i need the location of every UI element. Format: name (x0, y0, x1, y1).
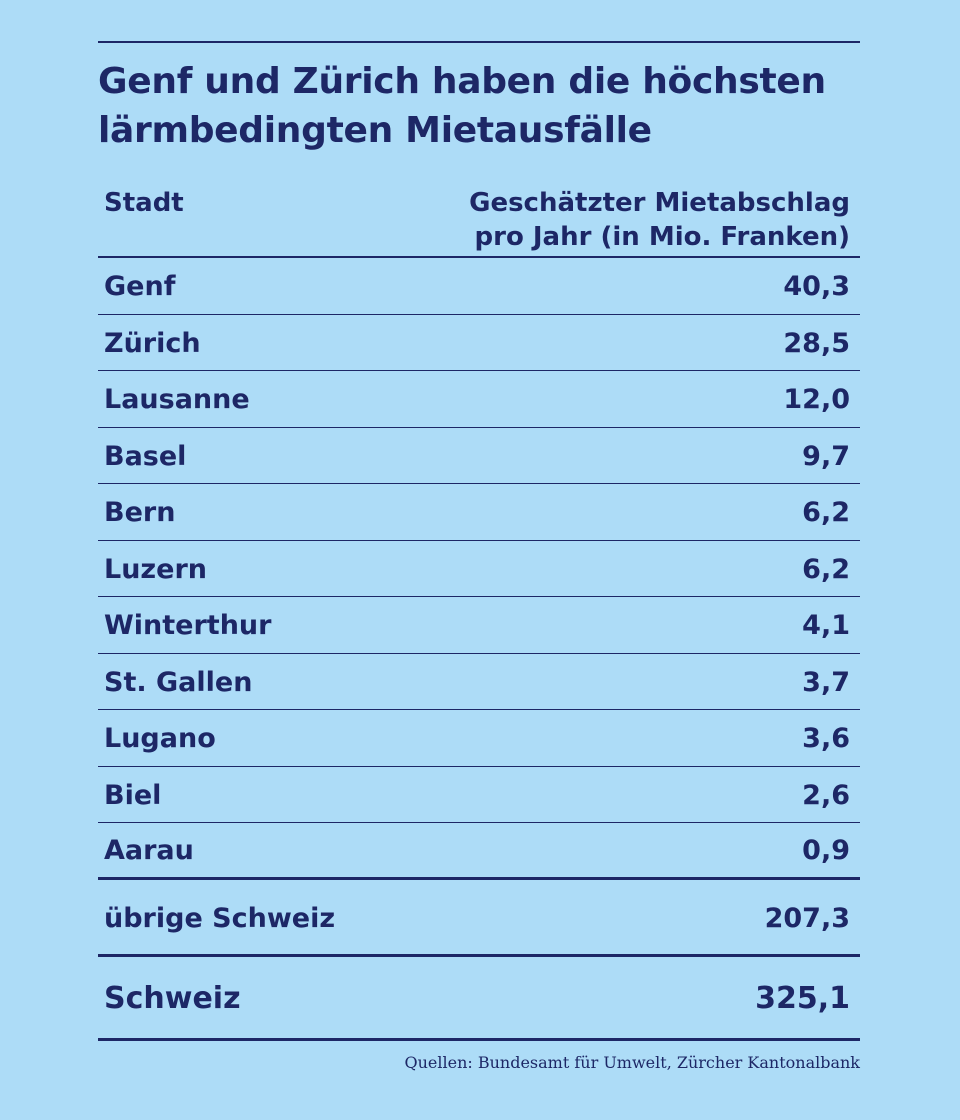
rest-row: übrige Schweiz 207,3 (98, 880, 860, 957)
total-value: 325,1 (755, 980, 850, 1016)
table-row: Luzern 6,2 (98, 541, 860, 597)
table-header: Stadt Geschätzter Mietabschlag pro Jahr … (98, 166, 860, 258)
source-note: Quellen: Bundesamt für Umwelt, Zürcher K… (404, 1052, 860, 1072)
column-header-value-line-2: pro Jahr (in Mio. Franken) (474, 222, 850, 252)
row-city: Winterthur (104, 610, 272, 642)
row-value: 3,7 (802, 666, 850, 698)
table-row: St. Gallen 3,7 (98, 654, 860, 710)
row-city: Bern (104, 497, 176, 529)
table-figure: Genf und Zürich haben die höchsten lärmb… (98, 41, 860, 1072)
title-line-2: lärmbedingten Mietausfälle (98, 110, 652, 151)
row-city: Genf (104, 271, 176, 303)
table-body: Genf 40,3 Zürich 28,5 Lausanne 12,0 Basel 9,7 Be… (98, 258, 860, 880)
row-city: Aarau (104, 835, 194, 867)
row-value: 0,9 (802, 835, 850, 867)
table-row: Lugano 3,6 (98, 710, 860, 767)
row-value: 40,3 (783, 271, 850, 303)
row-value: 3,6 (802, 723, 850, 755)
column-header-value-line-1: Geschätzter Mietabschlag (469, 188, 850, 218)
row-value: 4,1 (802, 610, 850, 642)
row-city: Lausanne (104, 384, 250, 416)
total-row: Schweiz 325,1 (98, 957, 860, 1041)
row-value: 12,0 (783, 384, 850, 416)
title-line-1: Genf und Zürich haben die höchsten (98, 61, 826, 102)
table-row: Lausanne 12,0 (98, 371, 860, 428)
row-value: 2,6 (802, 779, 850, 811)
row-city: St. Gallen (104, 666, 253, 698)
row-value: 9,7 (802, 440, 850, 472)
table-row: Zürich 28,5 (98, 315, 860, 371)
table-row: Genf 40,3 (98, 258, 860, 315)
row-value: 6,2 (802, 497, 850, 529)
chart-title: Genf und Zürich haben die höchsten lärmb… (98, 57, 860, 155)
row-city: Lugano (104, 723, 216, 755)
total-city: Schweiz (104, 980, 241, 1016)
row-city: Zürich (104, 327, 201, 359)
table-row: Winterthur 4,1 (98, 597, 860, 654)
column-header-city: Stadt (104, 188, 184, 218)
top-rule (98, 41, 860, 43)
row-value: 28,5 (783, 327, 850, 359)
table-row: Biel 2,6 (98, 767, 860, 823)
row-city: Biel (104, 779, 162, 811)
row-value: 6,2 (802, 553, 850, 585)
table-row: Bern 6,2 (98, 484, 860, 541)
row-city: Luzern (104, 553, 207, 585)
table-row: Basel 9,7 (98, 428, 860, 484)
table-row: Aarau 0,9 (98, 823, 860, 880)
rest-city: übrige Schweiz (104, 903, 336, 934)
column-header-value: Geschätzter Mietabschlag pro Jahr (in Mi… (469, 186, 850, 254)
rest-value: 207,3 (764, 903, 850, 934)
row-city: Basel (104, 440, 187, 472)
